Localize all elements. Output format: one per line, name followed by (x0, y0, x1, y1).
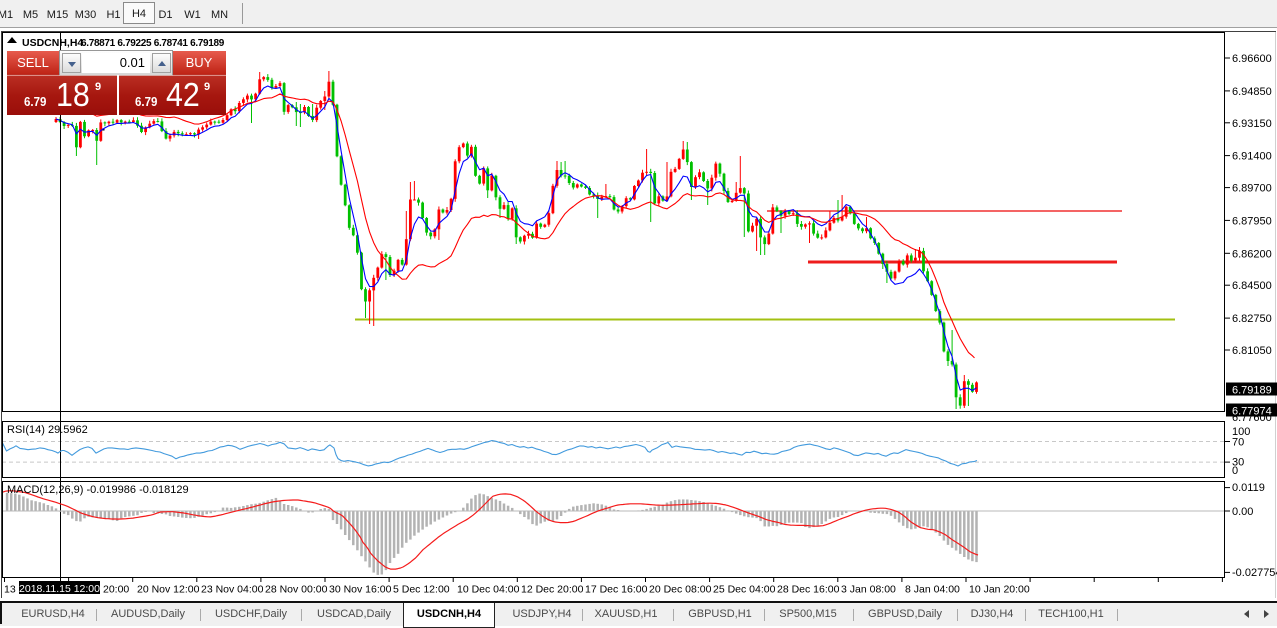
svg-text:6.78871 6.79225 6.78741 6.7918: 6.78871 6.79225 6.78741 6.79189 (81, 38, 225, 49)
svg-text:0.0119: 0.0119 (1232, 482, 1265, 494)
svg-text:6.93150: 6.93150 (1232, 118, 1272, 130)
svg-text:6.94850: 6.94850 (1232, 86, 1272, 98)
svg-text:25 Dec 04:00: 25 Dec 04:00 (713, 584, 776, 596)
svg-text:30: 30 (1232, 457, 1244, 469)
svg-text:28 Nov 00:00: 28 Nov 00:00 (265, 584, 328, 596)
svg-text:6.77974: 6.77974 (1232, 406, 1272, 418)
svg-text:10 Dec 04:00: 10 Dec 04:00 (457, 584, 520, 596)
svg-text:6.89700: 6.89700 (1232, 183, 1272, 195)
svg-text:2018.11.15 12:00: 2018.11.15 12:00 (19, 583, 100, 595)
svg-text:8 Jan 04:00: 8 Jan 04:00 (905, 584, 960, 596)
svg-text:30 Nov 16:00: 30 Nov 16:00 (329, 584, 392, 596)
svg-text:MACD(12,26,9) -0.019986 -0.018: MACD(12,26,9) -0.019986 -0.018129 (7, 484, 189, 496)
svg-text:20 Dec 08:00: 20 Dec 08:00 (649, 584, 712, 596)
svg-text:10 Jan 20:00: 10 Jan 20:00 (969, 584, 1030, 596)
svg-text:70: 70 (1232, 437, 1244, 449)
svg-text:6.91400: 6.91400 (1232, 151, 1272, 163)
svg-text:6.87950: 6.87950 (1232, 215, 1272, 227)
svg-text:17 Dec 16:00: 17 Dec 16:00 (585, 584, 648, 596)
svg-text:20:00: 20:00 (103, 584, 129, 596)
svg-text:28 Dec 16:00: 28 Dec 16:00 (777, 584, 840, 596)
svg-text:RSI(14) 29.5962: RSI(14) 29.5962 (7, 424, 88, 436)
svg-text:6.96600: 6.96600 (1232, 53, 1272, 65)
svg-text:100: 100 (1232, 426, 1250, 438)
svg-text:3 Jan 08:00: 3 Jan 08:00 (841, 584, 896, 596)
svg-text:USDCNH,H4: USDCNH,H4 (22, 37, 83, 49)
svg-text:6.81050: 6.81050 (1232, 345, 1272, 357)
svg-text:-0.027754: -0.027754 (1232, 567, 1277, 579)
svg-text:0.00: 0.00 (1232, 506, 1253, 518)
svg-text:23 Nov 04:00: 23 Nov 04:00 (201, 584, 264, 596)
svg-text:6.86200: 6.86200 (1232, 248, 1272, 260)
svg-text:6.84500: 6.84500 (1232, 280, 1272, 292)
svg-text:6.79189: 6.79189 (1232, 385, 1272, 397)
svg-text:5 Dec 12:00: 5 Dec 12:00 (393, 584, 450, 596)
svg-text:20 Nov 12:00: 20 Nov 12:00 (137, 584, 200, 596)
svg-text:0: 0 (1232, 465, 1238, 477)
svg-text:12 Dec 20:00: 12 Dec 20:00 (521, 584, 584, 596)
svg-text:6.82750: 6.82750 (1232, 313, 1272, 325)
